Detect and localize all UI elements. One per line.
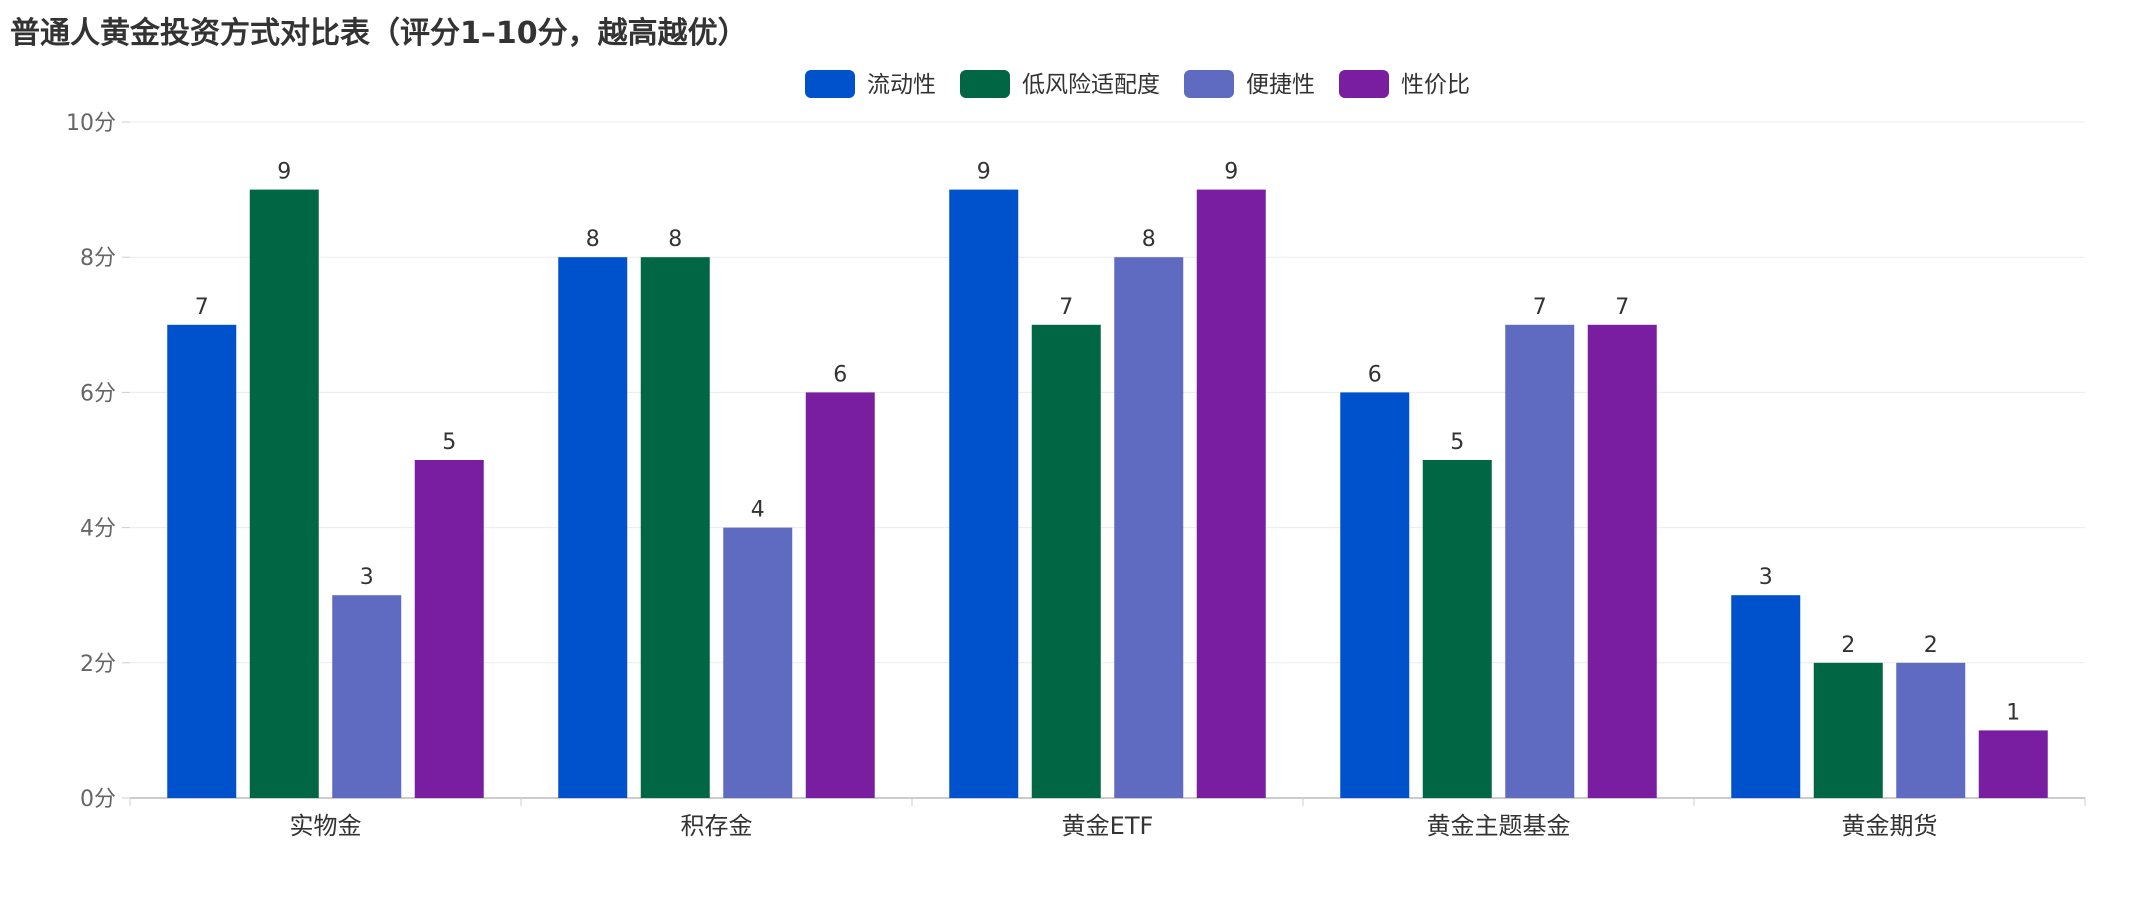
bar [249, 189, 319, 799]
data-label: 8 [668, 227, 682, 252]
bar [1978, 730, 2048, 798]
bar [332, 595, 402, 798]
y-tick-label: 6分 [80, 381, 116, 406]
data-label: 1 [2006, 700, 2020, 725]
bar [1422, 460, 1492, 798]
bar [1505, 324, 1575, 798]
data-label: 6 [833, 362, 847, 387]
bars [167, 189, 2048, 799]
chart-title: 普通人黄金投资方式对比表（评分1–10分，越高越优） [10, 16, 748, 51]
data-label: 5 [1450, 430, 1464, 455]
data-label: 9 [977, 160, 991, 185]
bar [414, 460, 484, 798]
x-tick-label: 黄金期货 [1842, 812, 1938, 840]
data-labels: 7 8 9 6 3 9 8 7 5 2 3 4 8 7 2 5 6 9 7 1 [195, 160, 2021, 726]
x-tick-label: 黄金ETF [1062, 812, 1154, 840]
bar [949, 189, 1019, 799]
y-tick-label: 2分 [80, 652, 116, 677]
data-label: 3 [1759, 565, 1773, 590]
y-tick-label: 4分 [80, 517, 116, 542]
legend: 流动性 低风险适配度 便捷性 性价比 [805, 70, 1470, 98]
data-label: 8 [586, 227, 600, 252]
y-tick-label: 0分 [80, 787, 116, 812]
x-tick-label: 实物金 [290, 812, 362, 840]
y-tick-label: 10分 [66, 111, 116, 136]
bar [1731, 595, 1801, 798]
legend-label: 便捷性 [1246, 72, 1315, 98]
data-label: 8 [1142, 227, 1156, 252]
bar [167, 324, 237, 798]
data-label: 7 [195, 295, 209, 320]
bar [558, 257, 628, 798]
bar [1587, 324, 1657, 798]
x-tick-label: 积存金 [681, 812, 753, 840]
bar [1031, 324, 1101, 798]
data-label: 2 [1841, 633, 1855, 658]
legend-label: 性价比 [1401, 72, 1470, 98]
legend-swatch [805, 70, 855, 98]
y-tick-label: 8分 [80, 246, 116, 271]
data-label: 7 [1533, 295, 1547, 320]
data-label: 7 [1059, 295, 1073, 320]
data-label: 3 [360, 565, 374, 590]
legend-label: 低风险适配度 [1022, 72, 1160, 98]
data-label: 9 [1224, 160, 1238, 185]
legend-swatch [960, 70, 1010, 98]
bar [1196, 189, 1266, 799]
legend-swatch [1339, 70, 1389, 98]
bar [1896, 662, 1966, 798]
bar [1114, 257, 1184, 798]
x-tick-label: 黄金主题基金 [1427, 812, 1571, 840]
data-label: 6 [1368, 362, 1382, 387]
bar [1813, 662, 1883, 798]
legend-swatch [1184, 70, 1234, 98]
legend-label: 流动性 [867, 72, 936, 98]
data-label: 2 [1924, 633, 1938, 658]
data-label: 7 [1615, 295, 1629, 320]
data-label: 5 [442, 430, 456, 455]
bar [640, 257, 710, 798]
data-label: 9 [277, 160, 291, 185]
data-label: 4 [751, 498, 765, 523]
bar [805, 392, 875, 798]
bar [1340, 392, 1410, 798]
bar [723, 527, 793, 798]
